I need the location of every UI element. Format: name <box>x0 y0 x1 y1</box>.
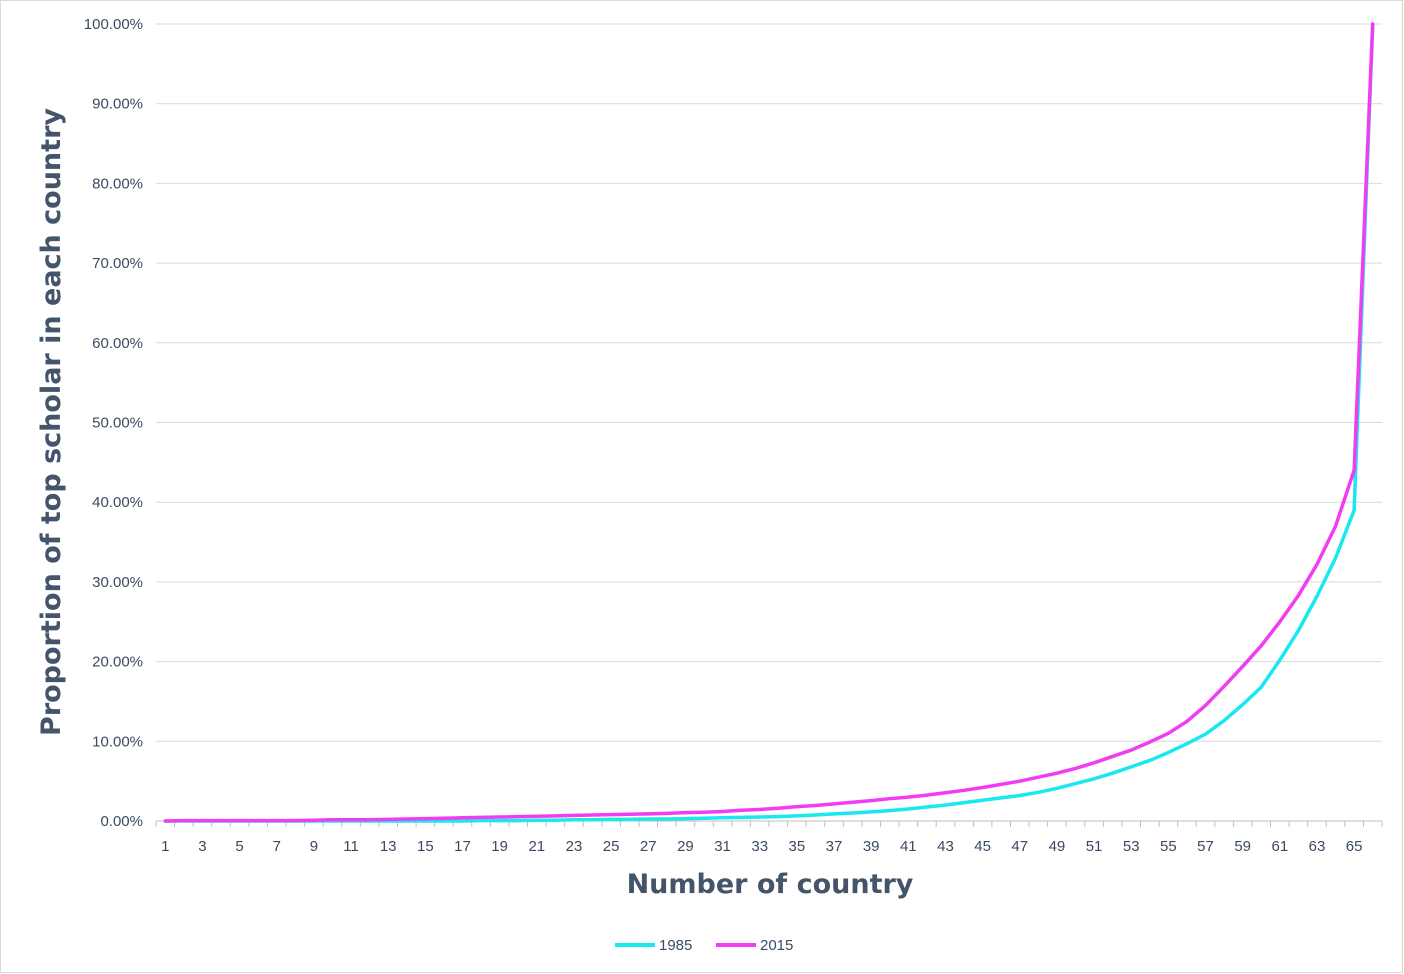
x-tick-label: 35 <box>789 838 806 855</box>
x-tick-label: 3 <box>198 838 206 855</box>
x-tick-label: 63 <box>1309 838 1326 855</box>
x-tick-label: 15 <box>417 838 434 855</box>
y-axis-ticks: 0.00% 10.00% 20.00% 30.00% 40.00% 50.00% 60.00… <box>84 16 143 830</box>
y-tick-label: 30.00% <box>92 574 143 591</box>
y-tick-label: 0.00% <box>100 813 143 830</box>
legend: 1985 2015 <box>615 937 793 954</box>
x-axis-ticks: 1 3 5 7 9 11 13 15 17 19 21 23 25 27 29 31 33 35 37 39 41 43 4… <box>161 838 1362 855</box>
x-tick-label: 5 <box>235 838 243 855</box>
x-tick-label: 55 <box>1160 838 1177 855</box>
legend-label-2015: 2015 <box>760 937 793 954</box>
x-tick-label: 57 <box>1197 838 1214 855</box>
y-tick-label: 50.00% <box>92 415 143 432</box>
x-tick-label: 11 <box>343 838 359 855</box>
y-tick-label: 80.00% <box>92 175 143 192</box>
y-axis-title: Proportion of top scholar in each countr… <box>36 108 67 736</box>
grid-lines <box>156 23 1382 742</box>
x-tick-label: 25 <box>603 838 620 855</box>
y-tick-label: 40.00% <box>92 494 143 511</box>
y-tick-label: 70.00% <box>92 255 143 272</box>
x-tick-label: 17 <box>454 838 471 855</box>
x-tick-label: 13 <box>380 838 397 855</box>
legend-label-1985: 1985 <box>659 937 692 954</box>
x-tick-label: 29 <box>677 838 694 855</box>
x-tick-label: 23 <box>566 838 583 855</box>
x-tick-label: 45 <box>974 838 991 855</box>
x-tick-label: 51 <box>1086 838 1103 855</box>
y-tick-label: 90.00% <box>92 96 143 113</box>
y-tick-label: 100.00% <box>84 16 143 33</box>
x-tick-label: 33 <box>751 838 768 855</box>
x-tick-label: 65 <box>1346 838 1363 855</box>
x-tick-label: 43 <box>937 838 954 855</box>
x-tick-label: 49 <box>1049 838 1066 855</box>
x-axis-title: Number of country <box>627 869 914 900</box>
x-tick-label: 59 <box>1234 838 1251 855</box>
y-tick-label: 60.00% <box>92 335 143 352</box>
x-tick-label: 7 <box>273 838 281 855</box>
x-tick-label: 1 <box>161 838 169 855</box>
x-tick-label: 27 <box>640 838 657 855</box>
x-tick-label: 21 <box>528 838 545 855</box>
x-tick-label: 53 <box>1123 838 1140 855</box>
x-tick-label: 9 <box>310 838 318 855</box>
x-tick-label: 31 <box>714 838 731 855</box>
x-tick-label: 47 <box>1011 838 1028 855</box>
y-tick-label: 10.00% <box>92 733 143 750</box>
series-lines <box>163 22 1375 823</box>
y-tick-label: 20.00% <box>92 654 143 671</box>
x-tick-label: 37 <box>826 838 843 855</box>
x-tick-label: 61 <box>1271 838 1288 855</box>
x-tick-label: 41 <box>900 838 917 855</box>
series-line-2015 <box>163 22 1375 823</box>
x-tick-label: 19 <box>491 838 508 855</box>
x-tick-label: 39 <box>863 838 880 855</box>
